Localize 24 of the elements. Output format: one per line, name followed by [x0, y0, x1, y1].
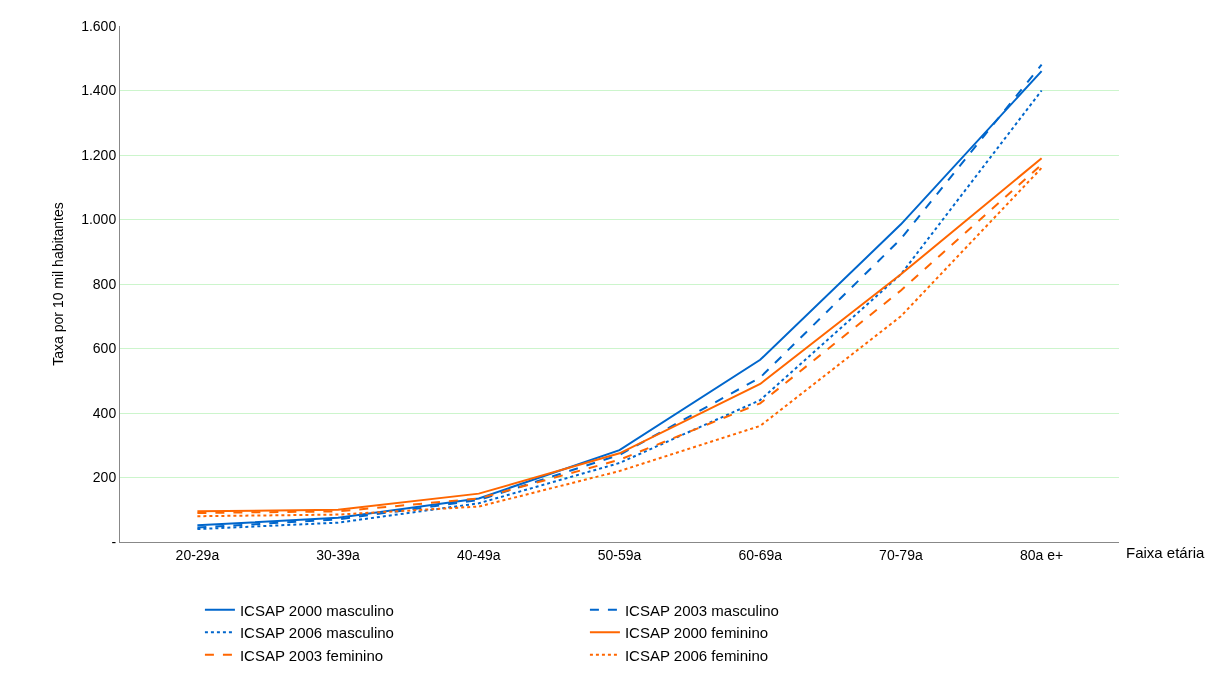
y-tick-label: 800 — [92, 275, 117, 292]
legend-label: ICSAP 2006 masculino — [239, 624, 394, 642]
legend-label: ICSAP 2000 masculino — [239, 601, 394, 619]
x-tick-label: 30-39a — [316, 546, 361, 563]
y-tick-label: 600 — [92, 340, 117, 357]
x-tick-label: 20-29a — [175, 546, 220, 563]
x-axis-title: Faixa etária — [1126, 544, 1206, 561]
y-tick-label: 400 — [92, 404, 117, 421]
x-tick-label: 50-59a — [597, 546, 642, 563]
y-tick-label: 200 — [92, 469, 117, 486]
y-tick-label: 1.600 — [81, 17, 117, 34]
x-tick-label: 70-79a — [879, 546, 923, 563]
legend-label: ICSAP 2003 masculino — [624, 601, 779, 619]
x-tick-label: 80a e+ — [1020, 546, 1064, 563]
legend-label: ICSAP 2003 feminino — [239, 646, 384, 664]
x-tick-label: 40-49a — [457, 546, 501, 563]
y-tick-label: - — [111, 533, 117, 550]
y-tick-label: 1.200 — [81, 146, 117, 163]
x-tick-label: 60-69a — [738, 546, 783, 563]
legend-label: ICSAP 2000 feminino — [624, 624, 769, 642]
y-tick-label: 1.000 — [81, 211, 117, 228]
y-tick-label: 1.400 — [81, 82, 117, 99]
y-axis-title: Taxa por 10 mil habitantes — [49, 202, 66, 366]
legend-label: ICSAP 2006 feminino — [624, 646, 769, 664]
